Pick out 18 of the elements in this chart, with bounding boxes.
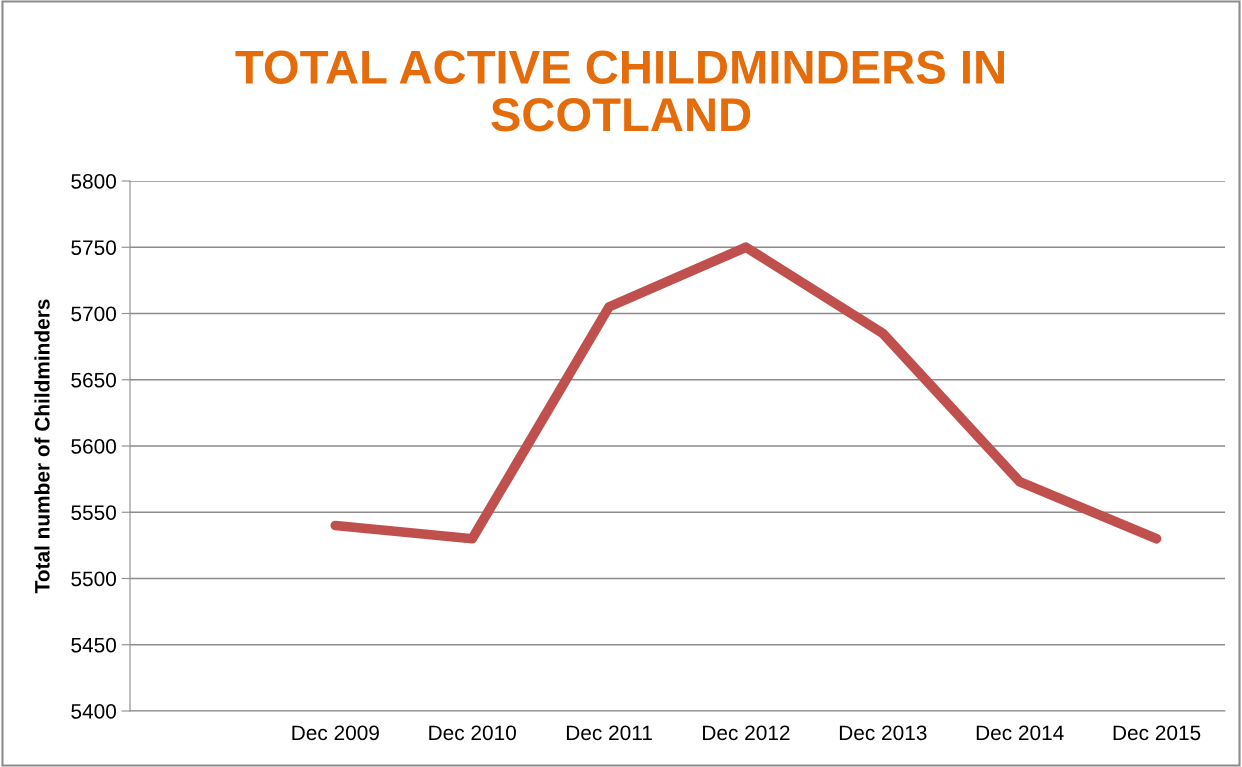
y-tick-label: 5400 xyxy=(71,704,116,719)
y-tick-label: 5600 xyxy=(71,439,116,454)
y-axis-title: Total number of Childminders xyxy=(34,299,50,594)
x-tick-label: Dec 2014 xyxy=(976,725,1064,741)
x-tick-label: Dec 2013 xyxy=(839,725,927,741)
y-tick-label: 5550 xyxy=(71,505,116,520)
x-tick-label: Dec 2015 xyxy=(1113,725,1201,741)
y-tick-label: 5750 xyxy=(71,240,116,255)
x-tick-label: Dec 2012 xyxy=(703,725,790,741)
y-tick-label: 5500 xyxy=(71,571,116,587)
y-tick-label: 5700 xyxy=(71,306,116,322)
chart-title: TOTAL ACTIVE CHILDMINDERS IN SCOTLAND xyxy=(235,50,1004,132)
y-tick-label: 5450 xyxy=(71,637,116,653)
y-tick-label: 5800 xyxy=(71,174,116,189)
x-tick-label: Dec 2011 xyxy=(566,725,652,741)
x-tick-label: Dec 2009 xyxy=(292,725,379,741)
y-tick-label: 5650 xyxy=(71,372,116,388)
x-tick-label: Dec 2010 xyxy=(429,725,516,741)
